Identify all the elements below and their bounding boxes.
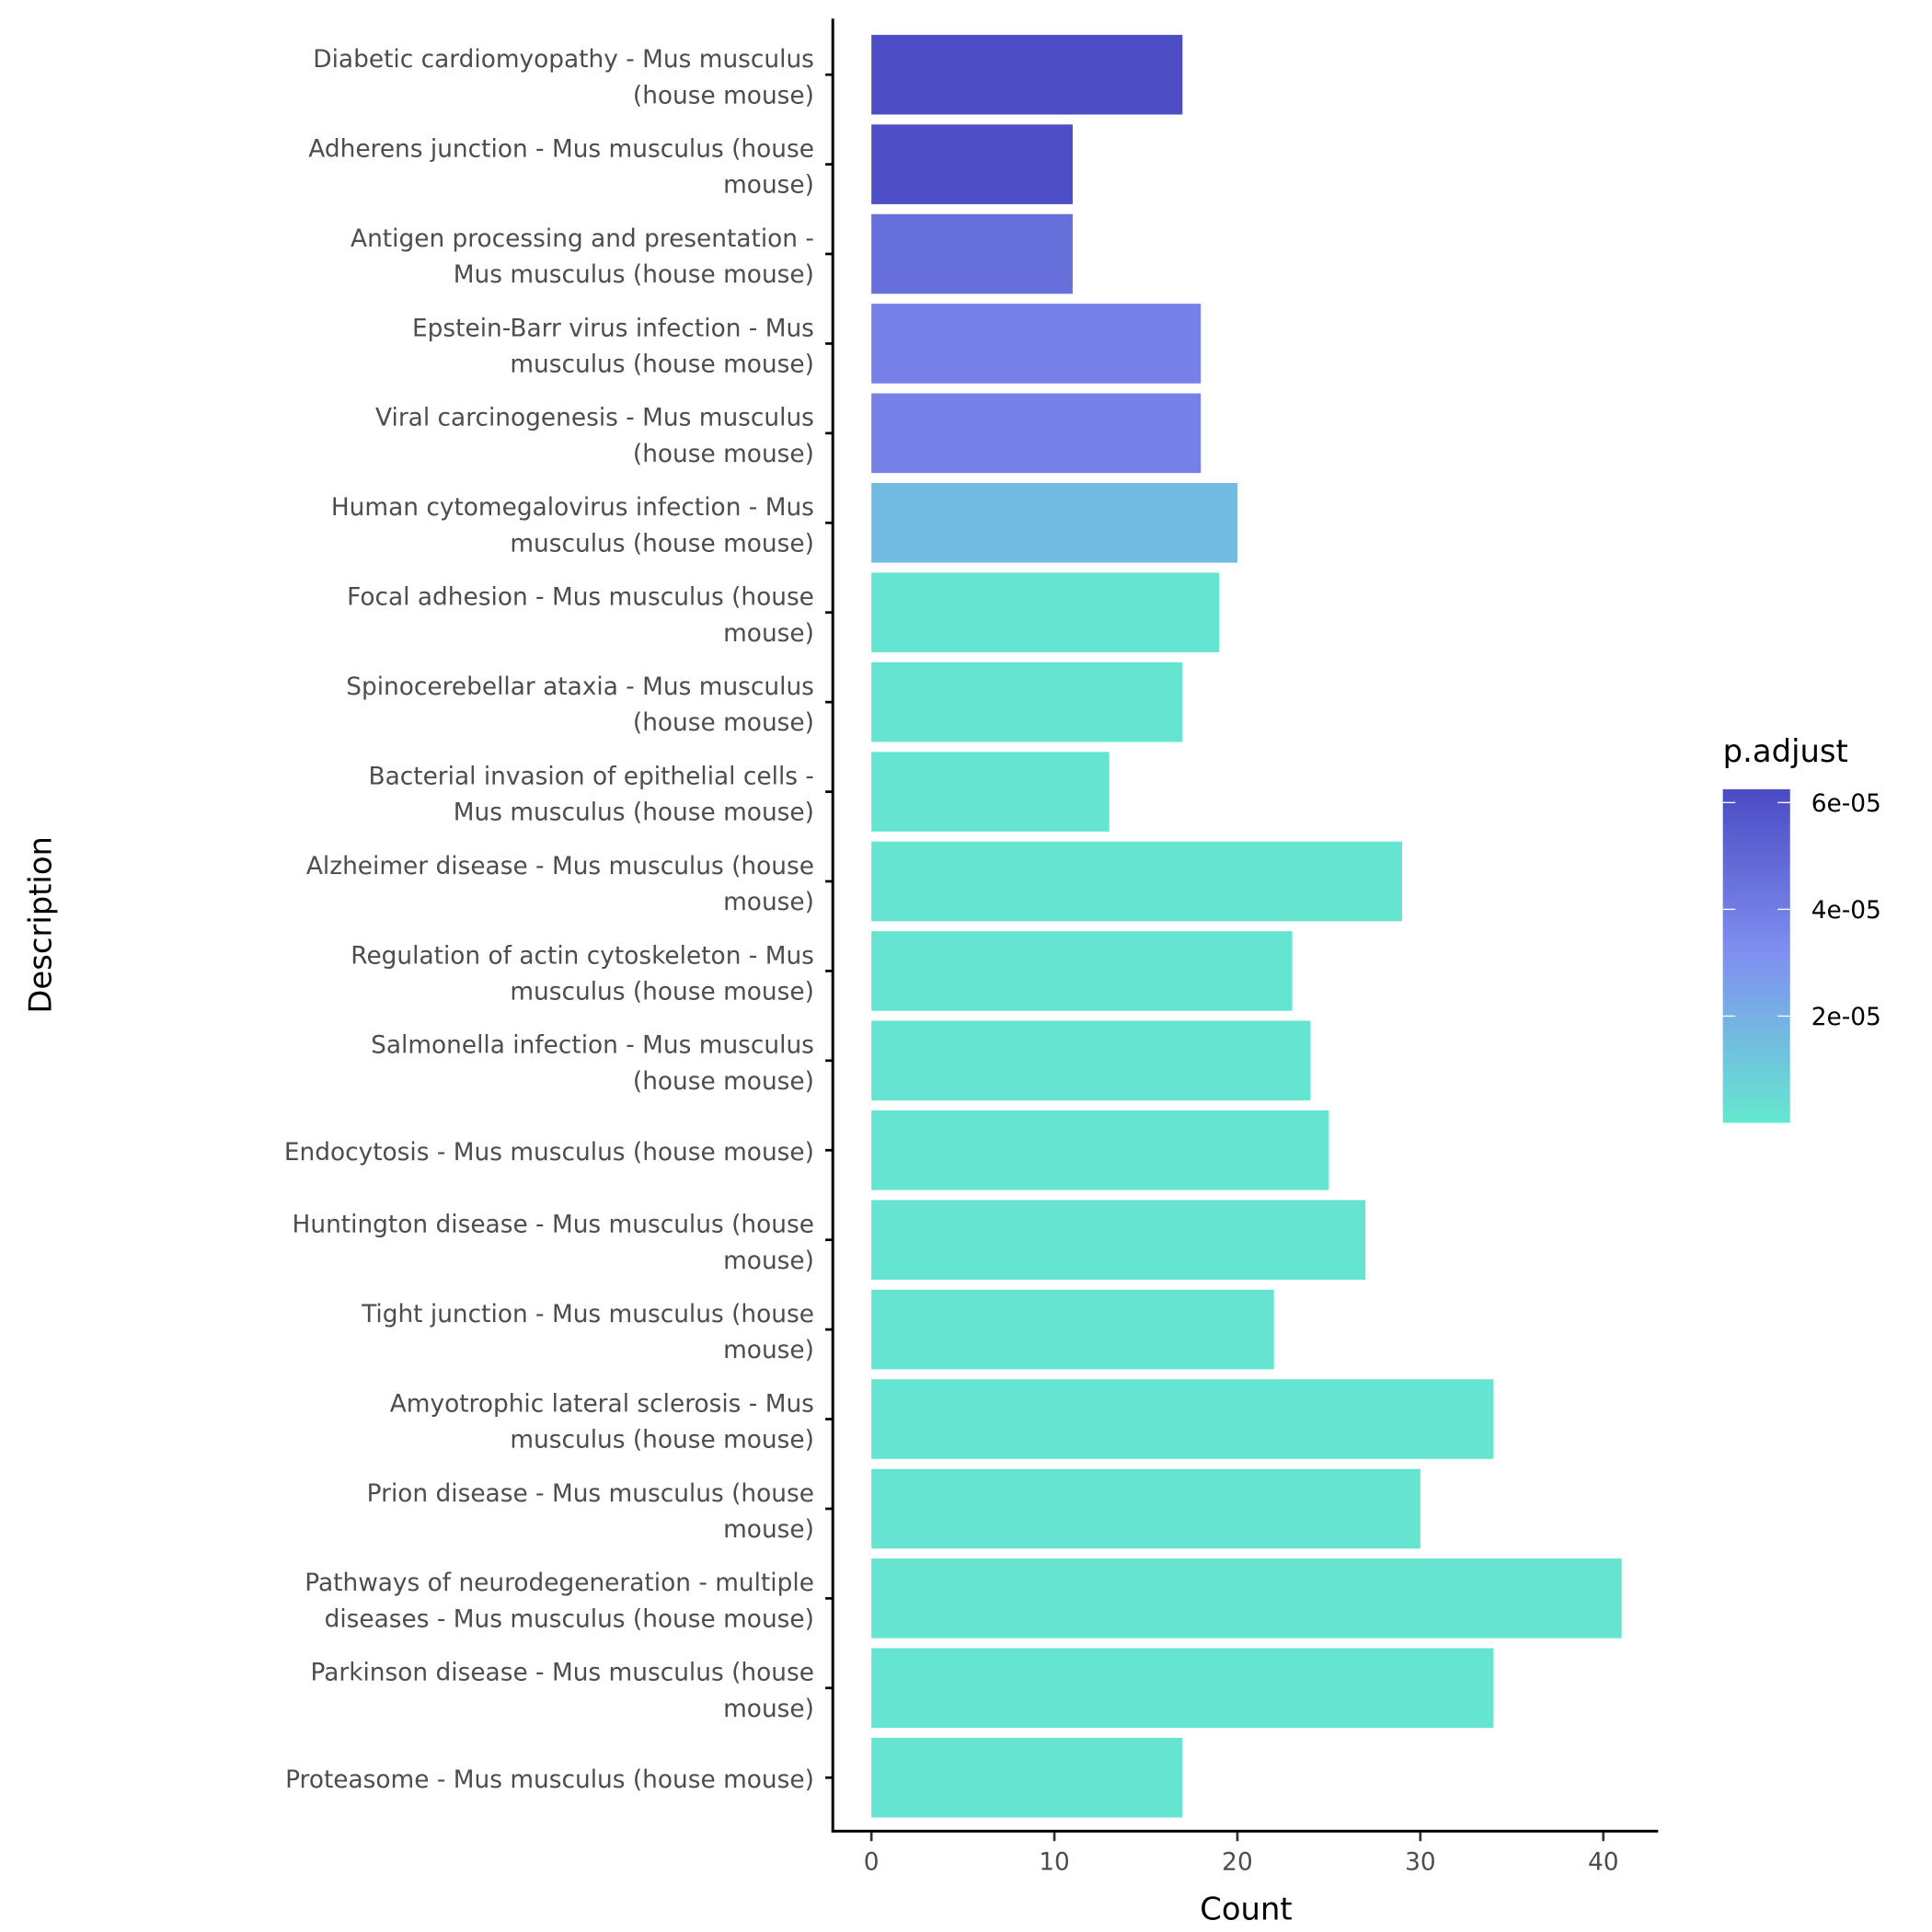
- x-axis: 0 10 20 30 40: [864, 1832, 1619, 1876]
- legend-tick-label: 2e-05: [1811, 1004, 1881, 1031]
- bar: [871, 483, 1237, 563]
- x-axis-title: Count: [1200, 1891, 1292, 1926]
- bar: [871, 213, 1073, 294]
- x-tick-label: 20: [1222, 1848, 1253, 1876]
- y-tick-label: mouse): [723, 889, 814, 916]
- y-tick-label: Proteasome - Mus musculus (house mouse): [285, 1766, 814, 1794]
- bar: [871, 1468, 1420, 1549]
- y-tick-label: Human cytomegalovirus infection - Mus: [331, 494, 814, 522]
- legend-ticks: 2e-05 4e-05 6e-05: [1722, 790, 1881, 1031]
- bar: [871, 1648, 1494, 1729]
- y-tick-label: diseases - Mus musculus (house mouse): [325, 1605, 814, 1633]
- bar: [871, 661, 1183, 742]
- x-tick-label: 10: [1039, 1848, 1070, 1876]
- y-tick-label: (house mouse): [633, 82, 814, 109]
- y-tick-label: musculus (house mouse): [510, 979, 814, 1006]
- y-tick-label: mouse): [723, 620, 814, 648]
- bar: [871, 124, 1073, 204]
- y-tick-label: Antigen processing and presentation -: [351, 225, 814, 253]
- y-tick-label: Huntington disease - Mus musculus (house: [293, 1212, 814, 1239]
- y-tick-label: (house mouse): [633, 1068, 814, 1096]
- y-tick-label: Pathways of neurodegeneration - multiple: [305, 1570, 814, 1597]
- y-tick-label: mouse): [723, 1696, 814, 1723]
- y-tick-label: Alzheimer disease - Mus musculus (house: [306, 853, 814, 880]
- y-tick-label: Mus musculus (house mouse): [454, 261, 814, 289]
- bar: [871, 752, 1110, 832]
- y-tick-labels: Diabetic cardiomyopathy - Mus musculus (h…: [284, 46, 834, 1794]
- y-tick-label: mouse): [723, 1248, 814, 1275]
- bars-layer: [871, 34, 1622, 1818]
- bar: [871, 1020, 1311, 1101]
- y-tick-label: mouse): [723, 1516, 814, 1544]
- x-tick-label: 0: [864, 1848, 880, 1876]
- legend-tick-label: 4e-05: [1811, 897, 1881, 925]
- y-tick-label: Mus musculus (house mouse): [454, 799, 814, 827]
- bar: [871, 1379, 1494, 1459]
- bar: [871, 304, 1202, 384]
- y-tick-label: Regulation of actin cytoskeleton - Mus: [351, 942, 814, 970]
- bar: [871, 1558, 1622, 1639]
- bar: [871, 1737, 1183, 1818]
- y-tick-label: Endocytosis - Mus musculus (house mouse): [284, 1139, 814, 1167]
- y-tick-label: musculus (house mouse): [510, 530, 814, 558]
- y-tick-label: Diabetic cardiomyopathy - Mus musculus: [313, 46, 814, 74]
- y-tick-label: Salmonella infection - Mus musculus: [371, 1032, 814, 1060]
- y-tick-label: Viral carcinogenesis - Mus musculus: [375, 405, 814, 432]
- y-tick-label: mouse): [723, 172, 814, 200]
- y-tick-label: Focal adhesion - Mus musculus (house: [347, 584, 814, 612]
- bar: [871, 1110, 1329, 1190]
- bar: [871, 1289, 1274, 1370]
- y-tick-label: Parkinson disease - Mus musculus (house: [310, 1660, 813, 1687]
- bar: [871, 393, 1202, 474]
- bar: [871, 841, 1402, 922]
- y-tick-label: Epstein-Barr virus infection - Mus: [412, 315, 814, 342]
- y-tick-label: mouse): [723, 1337, 814, 1364]
- y-tick-label: musculus (house mouse): [510, 351, 814, 379]
- y-tick-label: musculus (house mouse): [510, 1427, 814, 1455]
- legend-tick-label: 6e-05: [1811, 790, 1881, 818]
- y-tick-label: Bacterial invasion of epithelial cells -: [368, 763, 813, 790]
- y-tick-label: Amyotrophic lateral sclerosis - Mus: [390, 1390, 814, 1418]
- y-tick-label: Spinocerebellar ataxia - Mus musculus: [346, 673, 814, 701]
- bar: [871, 931, 1293, 1011]
- x-tick-label: 30: [1405, 1848, 1436, 1876]
- x-tick-label: 40: [1588, 1848, 1619, 1876]
- y-tick-label: Tight junction - Mus musculus (house: [361, 1301, 814, 1328]
- y-tick-label: Prion disease - Mus musculus (house: [367, 1480, 814, 1508]
- y-tick-label: Adherens junction - Mus musculus (house: [308, 135, 814, 163]
- y-tick-label: (house mouse): [633, 441, 814, 468]
- legend-title: p.adjust: [1723, 733, 1848, 769]
- legend-colorbar: [1722, 788, 1790, 1123]
- bar: [871, 572, 1220, 653]
- y-tick-label: (house mouse): [633, 709, 814, 737]
- bar: [871, 1200, 1366, 1280]
- bar: [871, 34, 1183, 115]
- y-axis-title: Description: [22, 836, 58, 1014]
